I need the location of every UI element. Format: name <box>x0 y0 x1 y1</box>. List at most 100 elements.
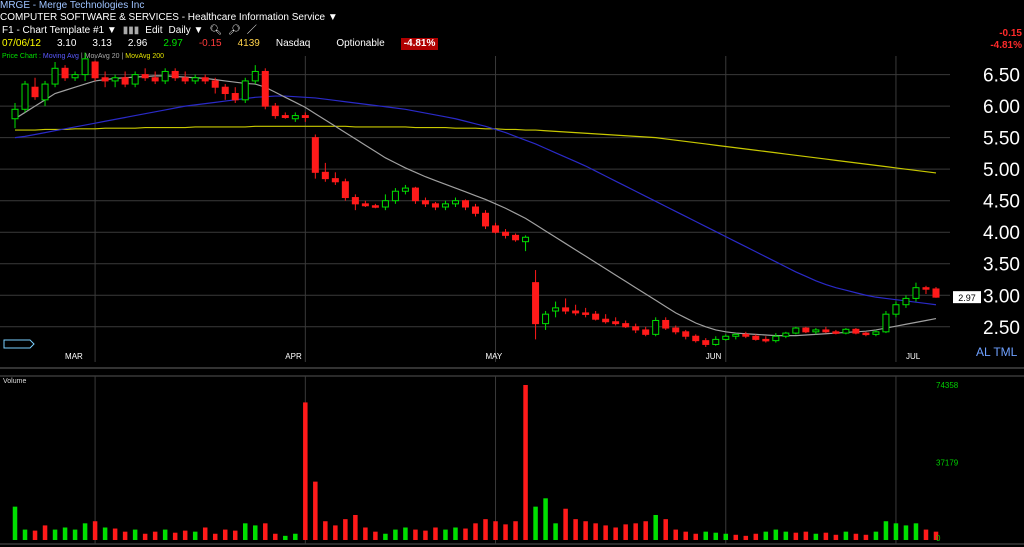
candle-body <box>51 67 59 85</box>
edit-button[interactable]: Edit <box>145 25 163 36</box>
candle-body <box>171 70 179 79</box>
volume-label: Volume <box>3 378 27 385</box>
volume-bar <box>413 529 418 540</box>
candle-body <box>812 329 820 333</box>
candle-body <box>682 331 690 337</box>
candle-body <box>632 326 640 331</box>
candle-body <box>391 190 399 202</box>
right-change: -0.15 <box>999 28 1022 39</box>
candle-body <box>822 329 830 333</box>
candle-body <box>842 328 850 334</box>
volume-bar <box>273 533 278 540</box>
candle-body <box>622 323 630 328</box>
quote-exchange: Nasdaq <box>275 38 311 49</box>
volume-bar <box>543 498 548 540</box>
zoom-in-icon[interactable]: 🔍︎ <box>209 25 223 36</box>
candle-body <box>722 335 730 340</box>
candle-body <box>882 313 890 333</box>
candle-body <box>441 203 449 208</box>
candle-body <box>221 86 229 95</box>
candle-body <box>11 108 19 120</box>
volume-bar <box>533 506 538 540</box>
quote-date: 07/06/12 <box>2 38 41 49</box>
candle-body <box>602 318 610 323</box>
candle-body <box>512 234 520 241</box>
candle-body <box>371 205 379 208</box>
volume-bar <box>393 529 398 540</box>
draw-pen-icon[interactable]: ／ <box>246 25 257 36</box>
candle-body <box>61 67 69 79</box>
volume-bar <box>172 532 178 540</box>
company-title: MRGE - Merge Technologies Inc <box>0 0 145 11</box>
quote-optionable: Optionable <box>336 38 385 49</box>
price-tick-label: 3.00 <box>983 286 1020 307</box>
zoom-out-icon[interactable]: 🔎︎ <box>228 25 241 36</box>
price-tick-label: 6.50 <box>983 66 1020 87</box>
volume-bar <box>433 527 438 540</box>
quote-close: 2.97 <box>163 38 183 49</box>
volume-bar <box>783 531 789 540</box>
volume-bar <box>843 531 849 540</box>
price-tick-label: 4.50 <box>983 192 1020 213</box>
volume-bar <box>563 508 568 540</box>
candle-body <box>792 327 800 334</box>
period-selector[interactable]: Daily ▼ <box>169 25 204 37</box>
month-label: MAR <box>65 352 83 361</box>
template-label: F1 - Chart Template #1 <box>2 25 105 36</box>
candle-body <box>411 187 419 202</box>
volume-bar <box>82 523 88 540</box>
candle-body <box>81 58 89 76</box>
candle-body <box>922 287 930 290</box>
candle-body <box>772 335 780 342</box>
month-label: JUN <box>706 352 722 361</box>
volume-bar <box>303 402 308 540</box>
volume-bar <box>673 529 678 540</box>
candle-body <box>301 115 309 118</box>
candle-body <box>131 74 139 85</box>
candle-body <box>401 187 409 192</box>
last-price-label: 2.97 <box>958 293 976 303</box>
volume-bar <box>873 531 879 540</box>
volume-bar <box>863 534 869 540</box>
candle-body <box>642 329 650 335</box>
candle-body <box>381 200 389 208</box>
quote-line: 07/06/12 3.10 3.13 2.96 2.97 -0.15 4139 … <box>2 38 439 50</box>
volume-bar <box>613 527 618 540</box>
candle-body <box>582 312 590 315</box>
sector-line[interactable]: COMPUTER SOFTWARE & SERVICES - Healthcar… <box>0 12 338 24</box>
volume-bar <box>12 506 18 540</box>
template-dropdown-icon[interactable]: ▼ <box>106 25 117 36</box>
volume-bar <box>122 531 128 540</box>
alert-tml-label: AL TML <box>976 345 1018 359</box>
quote-volume: 4139 <box>237 38 260 49</box>
period-dropdown-icon[interactable]: ▼ <box>193 25 204 36</box>
candle-body <box>572 310 580 314</box>
volume-bar <box>773 529 779 540</box>
candle-body <box>712 338 720 345</box>
volume-bar <box>763 531 769 540</box>
template-selector[interactable]: F1 - Chart Template #1 ▼ <box>2 25 117 37</box>
scroll-handle-icon <box>3 339 35 349</box>
candle-body <box>161 70 169 82</box>
quote-open: 3.10 <box>56 38 77 49</box>
sector-dropdown-icon[interactable]: ▼ <box>327 12 338 23</box>
candle-body <box>261 70 269 107</box>
candle-body <box>101 77 109 82</box>
price-tick-label: 2.50 <box>983 318 1020 339</box>
candle-body <box>832 331 840 334</box>
volume-bar <box>353 514 358 540</box>
legend-mavg200: MovAvg 200 <box>125 53 165 60</box>
chart-bars-icon[interactable]: ▮▮▮ <box>122 25 140 36</box>
candle-body <box>612 321 620 325</box>
volume-bar <box>92 521 98 540</box>
volume-bar <box>473 523 478 540</box>
price-tick-label: 4.00 <box>983 223 1020 244</box>
candle-body <box>592 313 600 320</box>
volume-bar <box>423 530 428 540</box>
candle-body <box>932 288 940 298</box>
candle-body <box>892 304 900 315</box>
volume-bar <box>803 531 809 540</box>
volume-bar <box>643 521 648 540</box>
month-label: JUL <box>906 352 921 361</box>
